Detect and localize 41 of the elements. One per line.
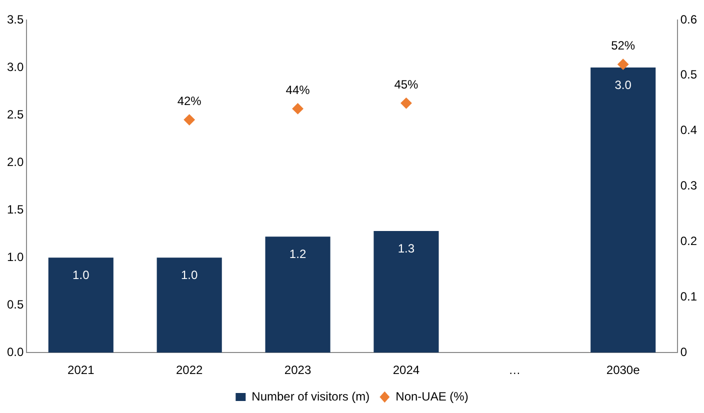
y-tick-label: 1.0 [6,250,24,264]
data-label: 3.0 [614,78,632,92]
y2-tick-label: 0.1 [680,289,698,304]
y2-tick-label: 0.2 [680,234,698,248]
y2-tick-label: 0.4 [680,123,698,138]
data-label: 1.0 [72,268,90,282]
x-tick-label: 2024 [392,363,420,378]
data-label: 1.2 [289,246,306,261]
legend-label: Number of visitors (m) [252,389,370,404]
data-label: 1.3 [398,241,415,256]
bar [265,236,330,353]
y-tick-label: 2.5 [6,107,24,122]
y-tick-label: 0.0 [6,344,24,359]
point [292,103,304,114]
data-label: 44% [286,83,310,98]
bar [156,258,222,353]
data-label: 42% [177,94,202,108]
x-tick-label: … [508,363,521,378]
bar [48,258,114,353]
x-tick-label: 2023 [284,363,312,378]
x-tick-label: 2021 [68,363,95,378]
y-tick-label: 3.5 [6,12,24,26]
data-label: 52% [611,38,636,53]
y2-tick-label: 0.3 [680,178,698,193]
data-label: 1.0 [180,268,198,282]
bar [374,230,439,353]
point [184,114,195,126]
y-tick-label: 3.0 [6,60,24,74]
y-tick-label: 1.5 [6,202,24,216]
y2-tick-label: 0.6 [680,12,698,26]
x-tick-label: 2022 [176,363,204,378]
point [618,58,629,70]
point [400,98,412,109]
y2-tick-label: 0.5 [680,68,698,82]
data-label: 45% [394,77,419,92]
legend-label: Non-UAE (%) [396,389,468,404]
y-tick-label: 0.5 [6,297,24,312]
x-tick-label: 2030e [606,363,640,378]
bar [590,68,656,353]
y2-tick-label: 0 [680,344,688,359]
y-tick-label: 2.0 [6,154,24,169]
